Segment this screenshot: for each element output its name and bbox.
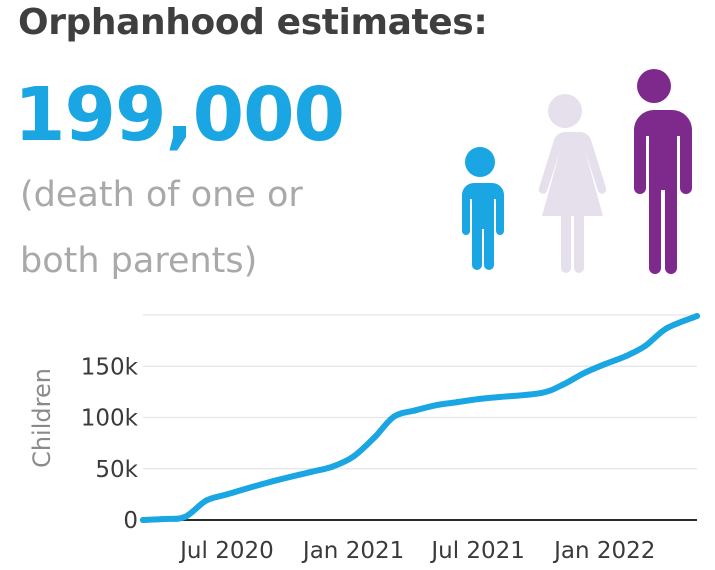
man-figure-icon [634, 69, 692, 274]
data-point [475, 396, 482, 403]
data-point [694, 313, 700, 319]
data-point [224, 491, 230, 498]
data-point [580, 370, 587, 377]
data-point [350, 453, 357, 460]
data-point [391, 413, 398, 420]
data-point [161, 516, 168, 522]
y-tick-label: 150k [81, 354, 139, 380]
data-point [642, 342, 649, 349]
data-point [663, 325, 670, 332]
data-point [559, 381, 566, 388]
y-axis-label: Children [28, 368, 56, 468]
data-point [601, 361, 608, 368]
orphanhood-chart: 0 50k 100k 150k Jul 2020 Jan 2021 Jul 2021 Jan… [28, 313, 700, 564]
data-point [412, 407, 419, 414]
data-point [371, 434, 378, 440]
count-note: (death of one or both parents) [20, 175, 303, 281]
data-point [308, 468, 315, 475]
data-point [203, 497, 210, 504]
data-point [329, 463, 336, 470]
data-point [538, 389, 545, 396]
family-illustration [462, 69, 692, 274]
data-point [266, 479, 273, 486]
data-point [433, 402, 440, 409]
x-axis-ticks: Jul 2020 Jan 2021 Jul 2021 Jan 2022 [178, 538, 655, 564]
y-tick-label: 0 [123, 508, 138, 534]
data-point [182, 513, 188, 520]
woman-figure-icon [538, 94, 607, 273]
y-axis-ticks: 0 50k 100k 150k [81, 354, 139, 534]
child-figure-icon [462, 147, 504, 270]
page-title: Orphanhood estimates: [18, 2, 488, 43]
orphanhood-count: 199,000 [14, 72, 345, 158]
x-tick-label: Jul 2021 [429, 538, 525, 564]
y-tick-label: 100k [81, 406, 139, 432]
y-tick-label: 50k [95, 457, 138, 483]
data-point [140, 517, 146, 523]
x-tick-label: Jul 2020 [178, 538, 274, 564]
data-point [496, 394, 503, 400]
data-points [140, 313, 700, 523]
data-point [623, 353, 630, 359]
data-point [454, 399, 461, 406]
x-tick-label: Jan 2022 [552, 538, 655, 564]
x-tick-label: Jan 2021 [301, 538, 404, 564]
gridlines [143, 314, 697, 521]
